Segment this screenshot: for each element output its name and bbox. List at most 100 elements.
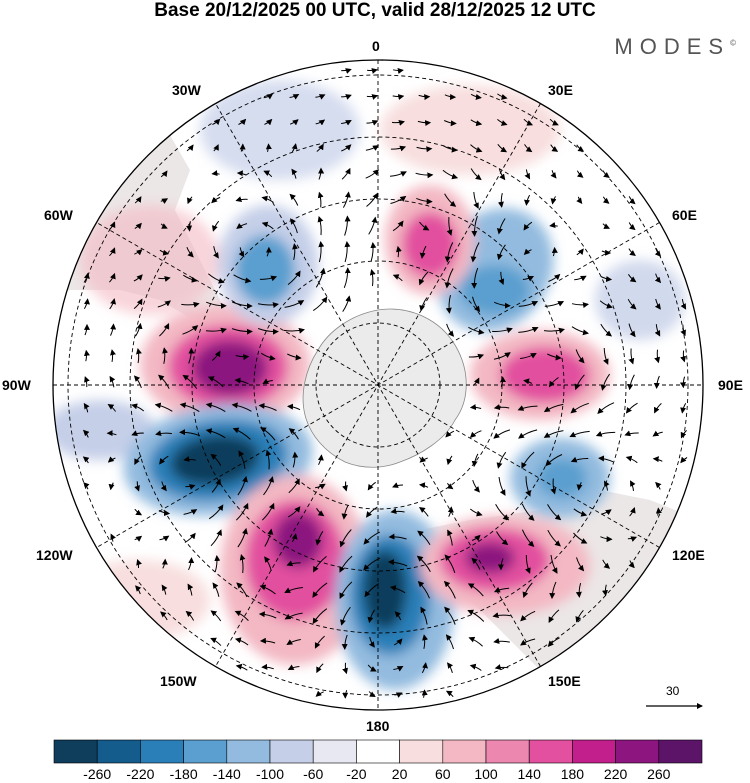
wind-arrow <box>518 301 539 307</box>
pos-anomaly <box>500 347 590 403</box>
wind-arrow <box>472 377 480 386</box>
wind-arrow <box>472 296 481 313</box>
wind-arrow <box>550 196 557 205</box>
colorbar-swatch <box>615 739 660 764</box>
wind-arrow <box>182 374 198 389</box>
wind-arrow <box>520 638 536 646</box>
wind-arrow <box>445 690 454 698</box>
copyright-mark: © <box>730 38 736 48</box>
wind-arrow <box>187 196 193 205</box>
wind-arrow <box>522 582 533 599</box>
wind-arrow <box>624 430 639 437</box>
wind-arrow <box>497 558 504 571</box>
pos-anomaly <box>273 512 323 568</box>
wind-arrow <box>188 347 195 364</box>
wind-arrow <box>366 192 378 207</box>
wind-arrow <box>213 144 219 152</box>
wind-arrow <box>284 300 305 308</box>
colorbar-swatch <box>140 739 184 764</box>
wind-arrow <box>159 535 170 542</box>
wind-arrow <box>547 353 562 361</box>
wind-arrow <box>315 531 324 546</box>
wind-arrow <box>493 352 511 360</box>
wind-arrow <box>543 403 564 413</box>
wind-arrow <box>212 118 221 126</box>
wind-arrow <box>183 456 196 462</box>
wind-arrow <box>628 222 636 231</box>
wind-arrow <box>160 611 168 621</box>
wind-arrow <box>390 195 407 204</box>
wind-arrow <box>214 555 221 573</box>
wind-arrow <box>470 168 482 181</box>
pos-anomaly <box>465 542 515 574</box>
colorbar-swatch <box>269 739 314 764</box>
wind-arrow <box>288 478 300 494</box>
colorbar-swatch <box>96 739 141 764</box>
wind-arrow <box>570 456 589 463</box>
neg-anomaly <box>460 265 530 315</box>
wind-arrow <box>417 120 432 127</box>
wind-arrow <box>213 246 219 259</box>
wind-arrow <box>82 429 90 438</box>
wind-arrow <box>469 663 482 671</box>
wind-arrow <box>492 612 511 619</box>
wind-arrow <box>210 453 222 466</box>
wind-arrow <box>344 215 351 236</box>
colorbar-swatch <box>485 739 530 764</box>
wind-arrow <box>259 275 278 282</box>
wind-arrow <box>550 144 559 152</box>
antarctica <box>302 308 467 468</box>
map-disc <box>53 60 703 710</box>
wind-arrow <box>550 170 557 179</box>
wind-arrow <box>419 245 427 259</box>
wind-arrow <box>341 167 351 180</box>
wind-arrow <box>418 94 431 101</box>
wind-arrow <box>291 168 298 179</box>
wind-arrow <box>446 217 453 236</box>
wind-arrow <box>445 430 455 438</box>
wind-arrow <box>445 294 452 314</box>
wind-arrow <box>494 664 509 670</box>
pos-anomaly <box>80 205 220 315</box>
colorbar-swatch <box>658 739 703 764</box>
wind-arrow <box>84 376 90 388</box>
neg-anomaly <box>170 434 260 486</box>
wind-arrow <box>341 120 352 126</box>
wind-arrow <box>391 120 405 126</box>
wind-arrow <box>368 691 376 697</box>
wind-arrow <box>603 347 609 365</box>
wind-arrow <box>392 94 405 100</box>
lon-label-120e: 120E <box>672 547 705 563</box>
wind-arrow <box>392 220 404 232</box>
wind-arrow <box>364 583 380 598</box>
lon-label-180: 180 <box>366 718 390 734</box>
wind-arrow <box>680 456 688 464</box>
wind-arrow <box>389 585 406 594</box>
wind-arrow <box>367 68 378 74</box>
wind-arrow <box>109 247 116 257</box>
wind-arrow <box>473 191 479 209</box>
wind-arrow <box>186 247 194 258</box>
colorbar-tick-label: 60 <box>435 766 451 782</box>
wind-arrow <box>416 197 433 205</box>
wind-arrow <box>418 271 429 286</box>
wind-arrow <box>444 606 456 625</box>
wind-arrow <box>573 508 588 517</box>
colorbar-swatch <box>356 739 400 764</box>
wind-arrow <box>83 298 90 310</box>
wind-arrow <box>654 273 662 284</box>
wind-arrow <box>260 427 276 441</box>
wind-arrow <box>680 299 687 310</box>
wind-arrow <box>417 580 430 599</box>
wind-arrow <box>468 636 483 647</box>
wind-arrow <box>316 143 324 152</box>
wind-arrow <box>157 300 172 308</box>
wind-arrow <box>210 637 222 646</box>
wind-arrow <box>363 557 381 571</box>
wind-arrow <box>211 350 221 361</box>
wind-arrow <box>654 324 661 337</box>
wind-arrow <box>211 170 220 177</box>
wind-arrow <box>366 94 379 100</box>
wind-arrow <box>443 120 457 127</box>
